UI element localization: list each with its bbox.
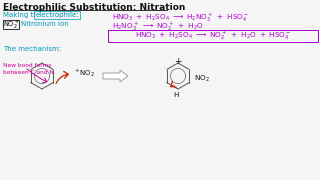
Text: +: + [174,57,182,66]
Text: $\mathrm{NO_2}$: $\mathrm{NO_2}$ [194,74,210,84]
Text: Making the: Making the [3,12,44,18]
Text: $\mathrm{HNO_3\ +\ H_2SO_4\ \longrightarrow\ H_2NO_3^+\ +\ HSO_4^-}$: $\mathrm{HNO_3\ +\ H_2SO_4\ \longrightar… [112,12,249,24]
FancyBboxPatch shape [108,30,318,42]
Polygon shape [103,70,128,82]
Text: Electrophilic Substitution: Nitration: Electrophilic Substitution: Nitration [3,3,185,12]
Text: Nitronium ion: Nitronium ion [21,21,69,28]
Text: electrophile:: electrophile: [36,12,79,18]
Text: $\mathrm{HNO_3\ +\ H_2SO_4\ \longrightarrow\ NO_2^+\ +\ H_2O\ +\ HSO_4^-}$: $\mathrm{HNO_3\ +\ H_2SO_4\ \longrightar… [135,30,291,42]
Text: H: H [173,92,179,98]
Text: $\mathrm{NO_2^+}$: $\mathrm{NO_2^+}$ [3,18,19,31]
Text: The mechanism:: The mechanism: [3,46,61,52]
Text: $\mathrm{H_2NO_3^+\ \longrightarrow\ NO_2^+\ +\ H_2O}$: $\mathrm{H_2NO_3^+\ \longrightarrow\ NO_… [112,21,204,33]
Text: $\mathrm{{}^+NO_2}$: $\mathrm{{}^+NO_2}$ [73,67,95,79]
FancyBboxPatch shape [3,20,19,29]
Text: New bond forms
between C and N: New bond forms between C and N [3,63,54,75]
